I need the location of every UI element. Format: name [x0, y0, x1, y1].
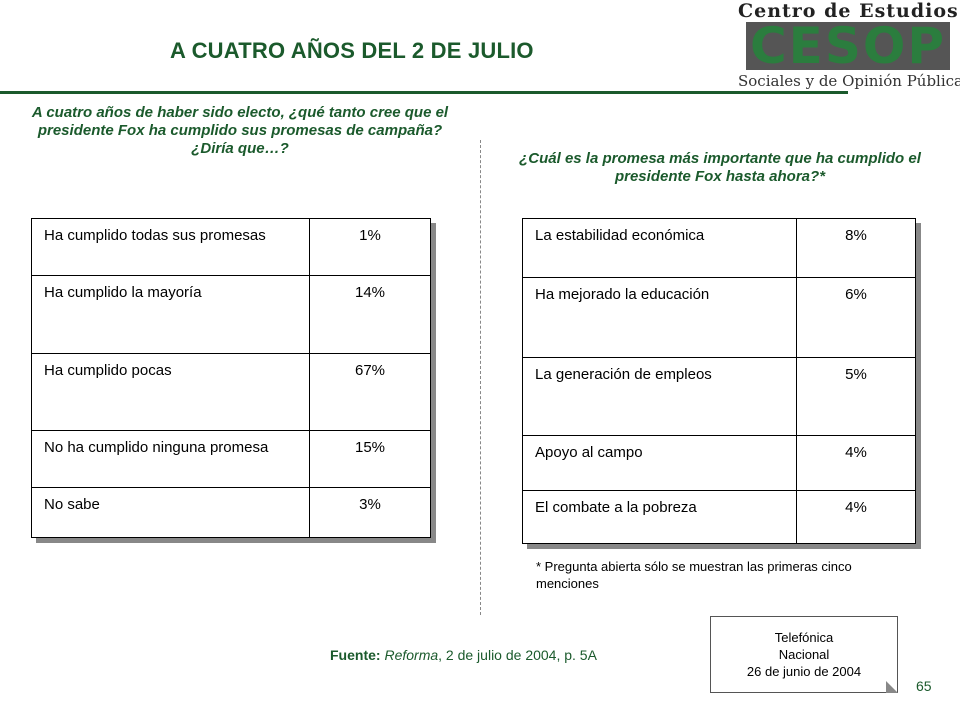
table-row: Ha mejorado la educación 6%: [523, 278, 915, 358]
page-title: A CUATRO AÑOS DEL 2 DE JULIO: [170, 38, 534, 63]
table-row: Apoyo al campo 4%: [523, 436, 915, 491]
source-publication: Reforma: [384, 647, 439, 663]
source-label: Fuente:: [330, 647, 381, 663]
row-label: No sabe: [44, 496, 100, 513]
row-value: 14%: [354, 284, 386, 301]
row-label: La estabilidad económica: [535, 227, 705, 244]
page-number: 65: [916, 678, 932, 694]
source-details: , 2 de julio de 2004, p. 5A: [438, 647, 597, 663]
table-row: Ha cumplido pocas 67%: [32, 354, 430, 431]
survey-date: 26 de junio de 2004: [746, 664, 862, 679]
table-row: El combate a la pobreza 4%: [523, 491, 915, 543]
table-row: No sabe 3%: [32, 488, 430, 537]
survey-scope: Nacional: [778, 647, 830, 662]
row-value: 1%: [359, 227, 381, 244]
table-row: Ha cumplido la mayoría 14%: [32, 276, 430, 354]
row-value: 4%: [845, 499, 867, 516]
row-label: Ha mejorado la educación: [535, 286, 710, 303]
row-label: Apoyo al campo: [535, 444, 643, 461]
row-value: 3%: [359, 496, 381, 513]
row-label: Ha cumplido pocas: [44, 362, 172, 379]
row-label: Ha cumplido la mayoría: [44, 284, 202, 301]
left-table-column-separator: [309, 219, 310, 537]
row-value: 67%: [354, 362, 386, 379]
table-row: No ha cumplido ninguna promesa 15%: [32, 431, 430, 488]
cesop-logo: Centro de Estudios CESOP Sociales y de O…: [738, 0, 960, 100]
left-table: Ha cumplido todas sus promesas 1% Ha cum…: [31, 218, 431, 538]
logo-bottom-text: Sociales y de Opinión Pública: [738, 72, 960, 90]
right-question: ¿Cuál es la promesa más importante que h…: [519, 150, 921, 185]
table-row: La estabilidad económica 8%: [523, 219, 915, 278]
left-question: A cuatro años de haber sido electo, ¿qué…: [31, 104, 449, 157]
page-curl-icon: [886, 681, 898, 693]
row-value: 15%: [354, 439, 386, 456]
survey-type: Telefónica: [774, 630, 834, 645]
row-label: No ha cumplido ninguna promesa: [44, 439, 269, 456]
row-value: 5%: [845, 366, 867, 383]
right-table-column-separator: [796, 219, 797, 543]
row-label: El combate a la pobreza: [535, 499, 697, 516]
footnote: * Pregunta abierta sólo se muestran las …: [536, 559, 852, 591]
table-row: La generación de empleos 5%: [523, 358, 915, 436]
survey-info-box: Telefónica Nacional 26 de junio de 2004: [710, 616, 898, 693]
row-value: 8%: [845, 227, 867, 244]
panel-divider: [480, 140, 481, 615]
header-divider: [0, 91, 848, 94]
row-value: 6%: [845, 286, 867, 303]
table-row: Ha cumplido todas sus promesas 1%: [32, 219, 430, 276]
right-table: La estabilidad económica 8% Ha mejorado …: [522, 218, 916, 544]
logo-top-text: Centro de Estudios: [738, 0, 959, 22]
row-label: La generación de empleos: [535, 366, 712, 383]
row-value: 4%: [845, 444, 867, 461]
logo-band: [746, 22, 950, 70]
logo-wordmark: CESOP: [749, 17, 946, 75]
row-label: Ha cumplido todas sus promesas: [44, 227, 266, 244]
source-citation: Fuente: Reforma, 2 de julio de 2004, p. …: [330, 647, 597, 663]
